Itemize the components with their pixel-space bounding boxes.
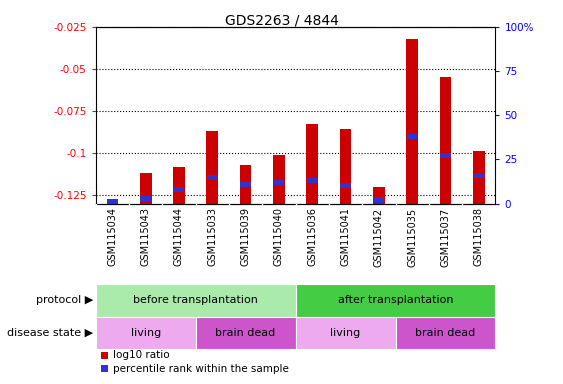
Text: GSM115036: GSM115036 bbox=[307, 207, 317, 266]
Bar bbox=[207, 174, 217, 180]
Text: brain dead: brain dead bbox=[216, 328, 276, 338]
Text: GSM115044: GSM115044 bbox=[174, 207, 184, 266]
Bar bbox=[473, 173, 484, 178]
Bar bbox=[396, 317, 495, 349]
Text: GSM115037: GSM115037 bbox=[440, 207, 450, 266]
Text: before transplantation: before transplantation bbox=[133, 295, 258, 306]
Bar bbox=[196, 317, 296, 349]
Bar bbox=[339, 129, 351, 204]
Text: GSM115041: GSM115041 bbox=[341, 207, 351, 266]
Bar bbox=[173, 167, 185, 204]
Bar bbox=[174, 187, 184, 192]
Bar bbox=[307, 178, 318, 183]
Bar bbox=[207, 131, 218, 204]
Bar bbox=[407, 134, 417, 139]
Text: GSM115033: GSM115033 bbox=[207, 207, 217, 266]
Bar bbox=[296, 284, 495, 317]
Bar bbox=[106, 200, 118, 204]
Bar bbox=[240, 182, 251, 187]
Text: after transplantation: after transplantation bbox=[338, 295, 453, 306]
Text: protocol ▶: protocol ▶ bbox=[35, 295, 93, 306]
Bar bbox=[296, 317, 396, 349]
Bar bbox=[107, 199, 118, 204]
Bar bbox=[374, 197, 384, 202]
Bar bbox=[373, 187, 385, 204]
Text: GSM115038: GSM115038 bbox=[474, 207, 484, 266]
Bar bbox=[473, 151, 485, 204]
Text: GSM115043: GSM115043 bbox=[141, 207, 151, 266]
Bar bbox=[340, 183, 351, 189]
Bar bbox=[140, 196, 151, 201]
Text: GSM115040: GSM115040 bbox=[274, 207, 284, 266]
Text: disease state ▶: disease state ▶ bbox=[7, 328, 93, 338]
Bar bbox=[96, 284, 296, 317]
Bar bbox=[96, 317, 196, 349]
Text: GSM115034: GSM115034 bbox=[108, 207, 117, 266]
Bar bbox=[274, 180, 284, 185]
Text: brain dead: brain dead bbox=[415, 328, 476, 338]
Text: log10 ratio: log10 ratio bbox=[113, 350, 169, 360]
Text: GSM115042: GSM115042 bbox=[374, 207, 384, 266]
Bar bbox=[140, 173, 151, 204]
Text: GDS2263 / 4844: GDS2263 / 4844 bbox=[225, 13, 338, 27]
Bar bbox=[406, 39, 418, 204]
Bar bbox=[273, 155, 285, 204]
Text: living: living bbox=[131, 328, 161, 338]
Text: living: living bbox=[330, 328, 361, 338]
Bar bbox=[306, 124, 318, 204]
Text: GSM115039: GSM115039 bbox=[240, 207, 251, 266]
Text: percentile rank within the sample: percentile rank within the sample bbox=[113, 364, 289, 374]
Bar bbox=[440, 77, 452, 204]
Bar bbox=[240, 165, 252, 204]
Bar bbox=[440, 153, 451, 158]
Text: GSM115035: GSM115035 bbox=[407, 207, 417, 266]
